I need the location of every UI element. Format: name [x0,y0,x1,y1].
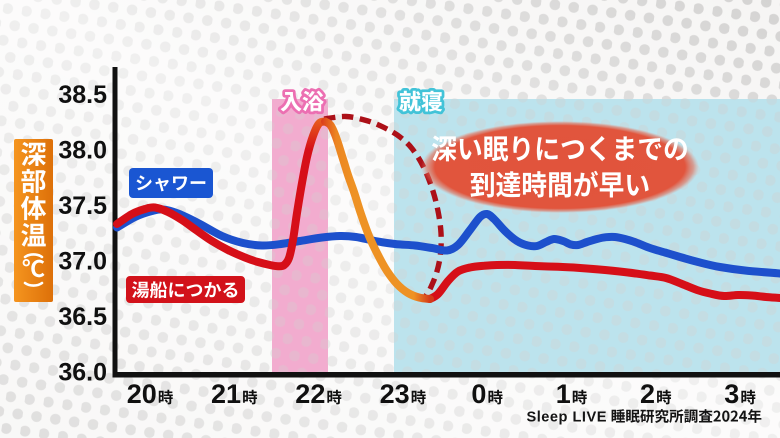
svg-text:1: 1 [556,379,571,409]
svg-text:0: 0 [471,379,486,409]
svg-text:37.5: 37.5 [58,192,107,220]
svg-text:Sleep LIVE: Sleep LIVE [527,410,607,426]
svg-text:3: 3 [724,379,739,409]
svg-text:2: 2 [640,379,655,409]
svg-text:21: 21 [211,379,241,409]
svg-text:38.0: 38.0 [58,137,107,165]
svg-text:36.5: 36.5 [58,303,107,331]
svg-text:38.5: 38.5 [58,81,107,109]
svg-text:37.0: 37.0 [58,248,107,276]
svg-text:20: 20 [127,379,157,409]
svg-text:36.0: 36.0 [58,359,107,387]
svg-text:23: 23 [380,379,410,409]
svg-text:22: 22 [295,379,325,409]
